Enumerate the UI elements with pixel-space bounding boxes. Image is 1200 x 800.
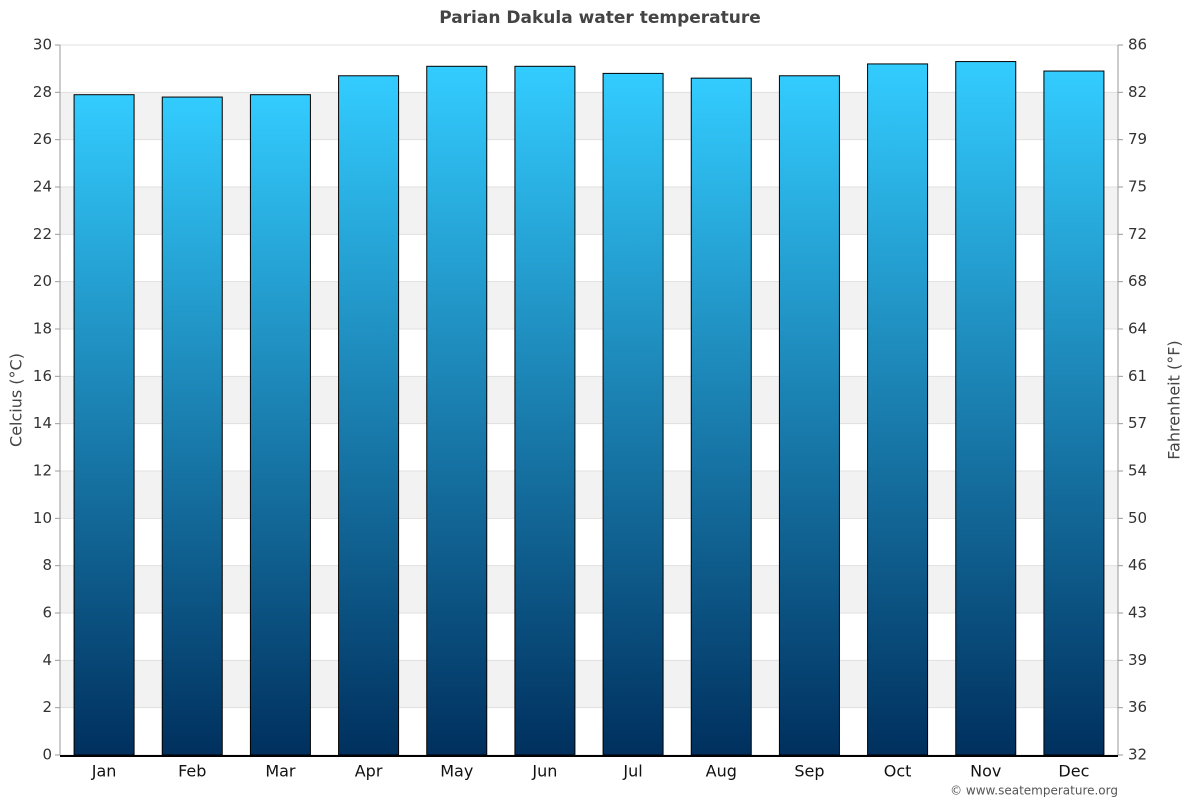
y2-tick-label: 43 xyxy=(1128,604,1147,622)
grid-band xyxy=(60,376,1118,424)
y-tick-label: 10 xyxy=(33,509,52,527)
bar xyxy=(955,61,1017,756)
credit: © www.seatemperature.org xyxy=(950,784,1118,798)
x-tick-label: Feb xyxy=(178,762,206,781)
y2-tick-label: 54 xyxy=(1128,462,1147,480)
y2-tick-label: 32 xyxy=(1128,746,1147,764)
grid-band xyxy=(60,471,1118,519)
y2-tick-label: 72 xyxy=(1128,225,1147,243)
grid-band xyxy=(60,660,1118,708)
y2-tick-label: 36 xyxy=(1128,698,1147,716)
x-tick-label: Oct xyxy=(884,762,912,781)
bar xyxy=(778,75,840,756)
bar xyxy=(1043,70,1105,756)
y-tick-label: 6 xyxy=(42,604,52,622)
y-tick-label: 16 xyxy=(33,367,52,385)
y2-tick-label: 50 xyxy=(1128,509,1147,527)
y-tick-label: 28 xyxy=(33,83,52,101)
grid-band xyxy=(60,281,1118,329)
y-tick-label: 26 xyxy=(33,130,52,148)
bar xyxy=(426,65,488,756)
y2-axis-title: Fahrenheit (°F) xyxy=(1165,340,1184,459)
x-tick-label: Aug xyxy=(706,762,737,781)
grid-band xyxy=(60,565,1118,613)
x-tick-label: Dec xyxy=(1058,762,1089,781)
y-tick-label: 18 xyxy=(33,320,52,338)
y2-tick-label: 82 xyxy=(1128,83,1147,101)
bar xyxy=(338,75,400,756)
x-tick-label: Jun xyxy=(531,762,557,781)
y-tick-label: 12 xyxy=(33,462,52,480)
bar xyxy=(514,65,576,756)
x-tick-label: Mar xyxy=(265,762,296,781)
chart-title: Parian Dakula water temperature xyxy=(439,8,761,28)
y2-tick-label: 75 xyxy=(1128,178,1147,196)
y2-tick-label: 79 xyxy=(1128,130,1147,148)
y2-tick-label: 68 xyxy=(1128,272,1147,290)
y-tick-label: 4 xyxy=(42,651,52,669)
y-axis-title: Celcius (°C) xyxy=(7,353,26,447)
x-tick-label: Jul xyxy=(622,762,642,781)
y2-tick-label: 46 xyxy=(1128,556,1147,574)
bar xyxy=(73,94,135,756)
x-tick-label: Jan xyxy=(91,762,117,781)
grid-band xyxy=(60,187,1118,235)
bar xyxy=(161,96,223,756)
y-tick-label: 30 xyxy=(33,36,52,54)
bar xyxy=(690,77,752,756)
y-tick-label: 2 xyxy=(42,698,52,716)
bar xyxy=(249,94,311,756)
y-tick-label: 0 xyxy=(42,746,52,764)
y2-tick-label: 86 xyxy=(1128,36,1147,54)
x-tick-label: Nov xyxy=(970,762,1001,781)
y-tick-label: 22 xyxy=(33,225,52,243)
x-tick-label: Apr xyxy=(355,762,383,781)
y2-tick-label: 39 xyxy=(1128,651,1147,669)
y-tick-label: 24 xyxy=(33,178,52,196)
x-tick-label: May xyxy=(440,762,473,781)
y-tick-label: 20 xyxy=(33,272,52,290)
bar xyxy=(602,72,664,756)
y-tick-label: 14 xyxy=(33,414,52,432)
y-tick-label: 8 xyxy=(42,556,52,574)
y2-tick-label: 61 xyxy=(1128,367,1147,385)
y2-tick-label: 64 xyxy=(1128,320,1147,338)
grid-band xyxy=(60,92,1118,140)
y2-tick-label: 57 xyxy=(1128,414,1147,432)
x-tick-label: Sep xyxy=(794,762,824,781)
bar xyxy=(867,63,929,756)
